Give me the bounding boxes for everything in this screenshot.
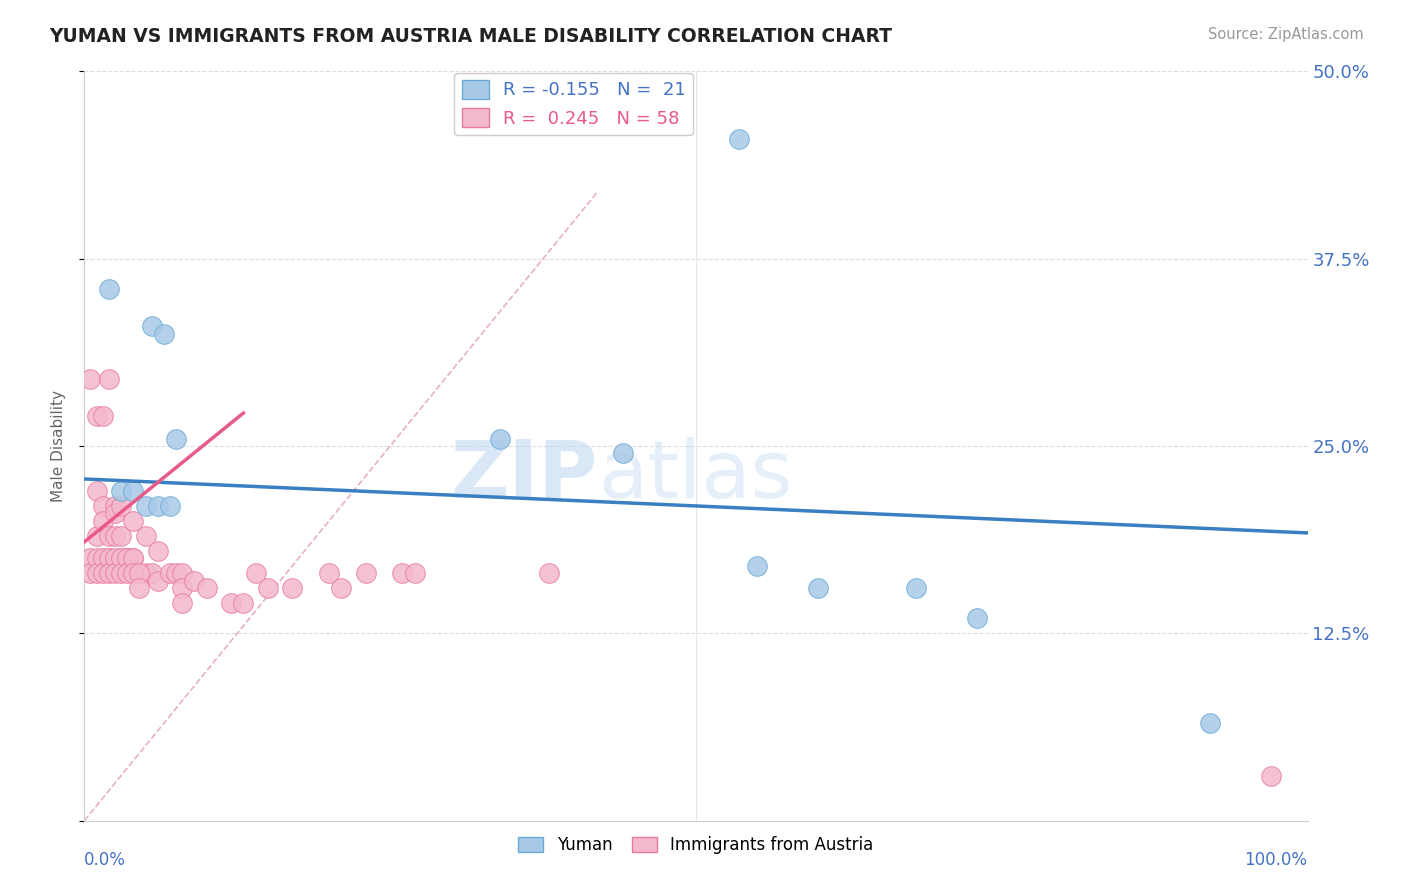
Point [91, 551, 114, 566]
Legend: Yuman, Immigrants from Austria: Yuman, Immigrants from Austria [512, 830, 880, 861]
Point [128, 566, 150, 581]
Point [104, 566, 127, 581]
Point [135, 499, 157, 513]
Point [172, 582, 194, 596]
Point [183, 574, 205, 588]
Point [97, 282, 120, 296]
Point [172, 596, 194, 610]
Point [807, 582, 830, 596]
Point [115, 566, 138, 581]
Point [159, 499, 181, 513]
Text: YUMAN VS IMMIGRANTS FROM AUSTRIA MALE DISABILITY CORRELATION CHART: YUMAN VS IMMIGRANTS FROM AUSTRIA MALE DI… [49, 27, 893, 45]
Point [318, 566, 340, 581]
Point [165, 566, 187, 581]
Point [86, 566, 108, 581]
Point [86, 483, 108, 498]
Point [91, 409, 114, 423]
Point [747, 558, 769, 573]
Text: 0.0%: 0.0% [84, 851, 127, 869]
Point [79, 551, 101, 566]
Point [97, 529, 120, 543]
Point [727, 132, 749, 146]
Point [905, 582, 928, 596]
Point [115, 551, 138, 566]
Point [538, 566, 561, 581]
Point [97, 371, 120, 385]
Point [110, 483, 132, 498]
Text: Source: ZipAtlas.com: Source: ZipAtlas.com [1208, 27, 1364, 42]
Point [97, 551, 120, 566]
Point [172, 566, 194, 581]
Point [91, 566, 114, 581]
Point [146, 574, 169, 588]
Point [219, 596, 242, 610]
Point [165, 432, 187, 446]
Point [404, 566, 426, 581]
Point [128, 582, 150, 596]
Point [91, 514, 114, 528]
Point [391, 566, 413, 581]
Point [612, 446, 634, 460]
Point [489, 432, 512, 446]
Point [79, 566, 101, 581]
Point [135, 529, 157, 543]
Point [110, 499, 132, 513]
Point [135, 566, 157, 581]
Point [115, 551, 138, 566]
Point [153, 326, 176, 341]
Point [79, 371, 101, 385]
Point [110, 551, 132, 566]
Y-axis label: Male Disability: Male Disability [51, 390, 66, 502]
Point [1260, 769, 1282, 783]
Point [104, 507, 127, 521]
Point [110, 566, 132, 581]
Point [86, 551, 108, 566]
Point [146, 499, 169, 513]
Point [330, 582, 353, 596]
Text: atlas: atlas [598, 437, 793, 515]
Text: ZIP: ZIP [451, 437, 598, 515]
Point [122, 551, 145, 566]
Point [122, 483, 145, 498]
Point [97, 551, 120, 566]
Point [110, 529, 132, 543]
Point [354, 566, 377, 581]
Point [141, 566, 163, 581]
Point [159, 566, 181, 581]
Point [257, 582, 280, 596]
Point [122, 566, 145, 581]
Point [97, 566, 120, 581]
Point [195, 582, 218, 596]
Point [122, 514, 145, 528]
Point [110, 551, 132, 566]
Point [966, 611, 988, 625]
Point [141, 319, 163, 334]
Point [91, 499, 114, 513]
Text: 100.0%: 100.0% [1244, 851, 1308, 869]
Point [232, 596, 254, 610]
Point [1198, 716, 1220, 731]
Point [104, 529, 127, 543]
Point [86, 409, 108, 423]
Point [146, 544, 169, 558]
Point [104, 499, 127, 513]
Point [104, 551, 127, 566]
Point [245, 566, 267, 581]
Point [122, 551, 145, 566]
Point [86, 529, 108, 543]
Point [281, 582, 304, 596]
